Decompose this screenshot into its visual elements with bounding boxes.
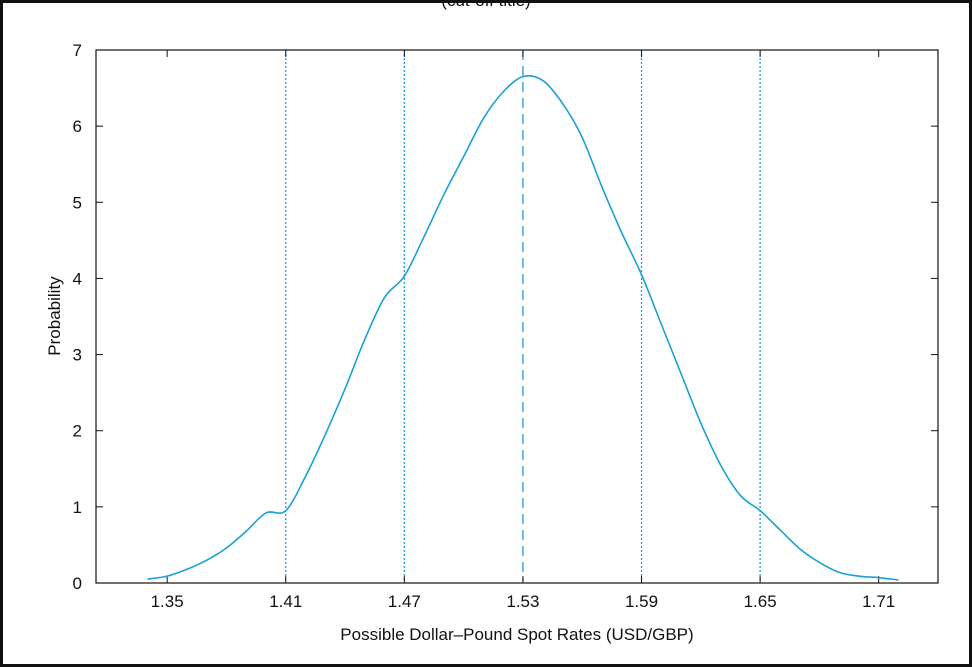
x-tick-label: 1.35 [151, 592, 184, 611]
probability-curve [147, 75, 899, 581]
y-tick-label: 1 [73, 498, 82, 517]
y-axis-title: Probability [45, 276, 64, 356]
plot-area [95, 49, 939, 584]
y-tick-label: 7 [73, 41, 82, 60]
series-group [147, 75, 899, 581]
y-tick-label: 4 [73, 269, 82, 288]
x-tick-label: 1.59 [625, 592, 658, 611]
y-tick-label: 3 [73, 346, 82, 365]
chart-title: (cut-off title) [441, 0, 530, 10]
y-tick-label: 0 [73, 574, 82, 593]
reference-lines [285, 50, 761, 583]
x-tick-label: 1.41 [269, 592, 302, 611]
axis-ticks: 1.35 1.41 1.47 1.53 1.59 1.65 1.71 0 1 2 3 4 5 6 7 [73, 41, 938, 611]
y-tick-label: 6 [73, 117, 82, 136]
x-tick-label: 1.47 [388, 592, 421, 611]
x-tick-label: 1.65 [744, 592, 777, 611]
x-tick-label: 1.53 [506, 592, 539, 611]
x-tick-label: 1.71 [862, 592, 895, 611]
y-tick-label: 2 [73, 422, 82, 441]
x-axis-title: Possible Dollar–Pound Spot Rates (USD/GB… [340, 625, 693, 644]
y-tick-label: 5 [73, 193, 82, 212]
